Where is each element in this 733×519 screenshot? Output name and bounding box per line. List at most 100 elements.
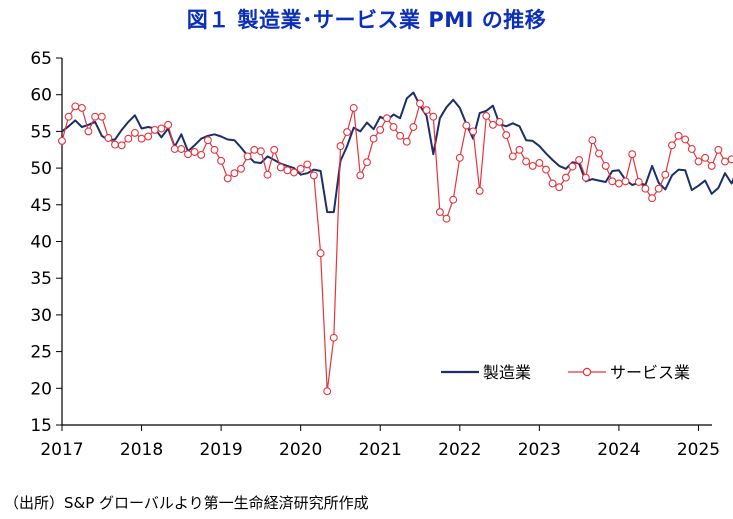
data-point-services bbox=[668, 141, 676, 150]
data-point-services bbox=[482, 112, 491, 120]
data-point-services bbox=[462, 121, 471, 130]
data-point-services bbox=[111, 140, 119, 149]
data-point-services bbox=[316, 249, 325, 258]
data-point-services bbox=[581, 173, 590, 182]
y-tick-label: 40 bbox=[30, 233, 52, 253]
data-point-services bbox=[727, 155, 733, 164]
y-tick-label: 55 bbox=[30, 122, 52, 142]
x-tick-label: 2024 bbox=[597, 440, 640, 460]
data-point-services bbox=[369, 134, 378, 143]
data-point-services bbox=[150, 125, 159, 134]
data-point-services bbox=[309, 171, 318, 180]
data-point-services bbox=[203, 136, 212, 145]
data-point-services bbox=[442, 214, 451, 223]
data-point-services bbox=[210, 145, 219, 154]
data-point-services bbox=[144, 132, 153, 141]
data-point-services bbox=[548, 179, 557, 188]
data-point-services bbox=[469, 127, 478, 136]
data-point-services bbox=[601, 161, 610, 170]
data-point-services bbox=[654, 184, 663, 193]
data-point-services bbox=[177, 145, 186, 153]
y-tick-label: 20 bbox=[30, 379, 52, 399]
data-point-services bbox=[681, 135, 690, 144]
data-point-services bbox=[416, 99, 424, 108]
data-point-services bbox=[58, 136, 66, 145]
data-point-services bbox=[661, 170, 670, 179]
data-point-services bbox=[674, 131, 683, 140]
data-point-services bbox=[356, 171, 365, 180]
data-point-services bbox=[449, 195, 458, 204]
data-point-services bbox=[714, 145, 723, 154]
data-point-services bbox=[349, 103, 358, 112]
data-point-services bbox=[336, 142, 345, 151]
data-point-services bbox=[389, 123, 398, 131]
y-axis: 15 20 25 30 35 40 45 50 55 60 65 bbox=[30, 49, 62, 436]
data-point-services bbox=[561, 173, 570, 182]
data-point-services bbox=[137, 134, 146, 143]
y-tick-label: 50 bbox=[30, 159, 52, 179]
data-point-services bbox=[608, 177, 617, 186]
x-tick-label: 2025 bbox=[677, 440, 720, 460]
y-tick-label: 35 bbox=[30, 269, 52, 289]
series-line-manufacturing bbox=[61, 91, 733, 214]
data-point-services bbox=[64, 112, 73, 121]
data-point-services bbox=[276, 163, 285, 172]
data-point-services bbox=[648, 194, 657, 203]
data-point-services bbox=[422, 106, 431, 115]
data-point-services bbox=[170, 145, 179, 153]
x-axis: 2017 2018 2019 2020 2021 2022 2023 2024 2025 bbox=[40, 425, 720, 460]
data-point-services bbox=[575, 156, 584, 164]
data-point-services bbox=[568, 162, 577, 171]
data-point-services bbox=[694, 157, 703, 166]
data-point-services bbox=[343, 128, 352, 137]
data-point-services bbox=[528, 161, 537, 170]
x-tick-label: 2017 bbox=[40, 440, 83, 460]
y-tick-label: 15 bbox=[30, 416, 52, 436]
data-point-services bbox=[614, 179, 623, 188]
data-point-services bbox=[628, 150, 637, 159]
x-tick-label: 2021 bbox=[359, 440, 402, 460]
data-point-services bbox=[250, 145, 259, 154]
x-tick-label: 2018 bbox=[120, 440, 163, 460]
legend-label-manufacturing: 製造業 bbox=[483, 363, 531, 382]
x-tick-label: 2020 bbox=[279, 440, 322, 460]
data-point-services bbox=[495, 117, 504, 126]
data-point-services bbox=[117, 141, 126, 150]
data-point-services bbox=[84, 127, 93, 136]
data-point-services bbox=[641, 184, 650, 193]
data-point-services bbox=[217, 156, 226, 165]
data-point-services bbox=[429, 112, 438, 121]
data-point-services bbox=[502, 131, 511, 140]
data-point-services bbox=[237, 164, 245, 173]
data-point-services bbox=[488, 120, 497, 129]
x-tick-label: 2022 bbox=[438, 440, 481, 460]
data-point-services bbox=[197, 150, 206, 159]
data-point-services bbox=[190, 148, 199, 156]
data-point-services bbox=[104, 134, 113, 142]
data-point-services bbox=[721, 157, 729, 166]
data-point-services bbox=[124, 134, 133, 143]
data-point-services bbox=[535, 159, 544, 167]
data-point-services bbox=[409, 123, 418, 131]
data-point-services bbox=[303, 160, 312, 169]
y-tick-label: 65 bbox=[30, 49, 52, 69]
data-point-services bbox=[515, 145, 524, 154]
legend-label-services: サービス業 bbox=[610, 363, 690, 382]
data-point-services bbox=[256, 147, 265, 156]
data-point-services bbox=[455, 153, 464, 162]
data-point-services bbox=[595, 149, 603, 158]
data-point-services bbox=[97, 112, 106, 121]
data-point-services bbox=[621, 177, 630, 186]
data-point-services bbox=[91, 112, 100, 121]
data-point-services bbox=[687, 145, 696, 153]
data-point-services bbox=[130, 128, 139, 137]
data-point-services bbox=[555, 183, 564, 192]
data-point-services bbox=[223, 174, 232, 183]
data-point-services bbox=[323, 387, 332, 396]
data-point-services bbox=[634, 178, 643, 186]
data-point-services bbox=[508, 152, 517, 161]
x-tick-label: 2019 bbox=[199, 440, 242, 460]
data-point-services bbox=[290, 168, 298, 177]
data-point-services bbox=[475, 186, 484, 195]
data-point-services bbox=[329, 333, 338, 342]
